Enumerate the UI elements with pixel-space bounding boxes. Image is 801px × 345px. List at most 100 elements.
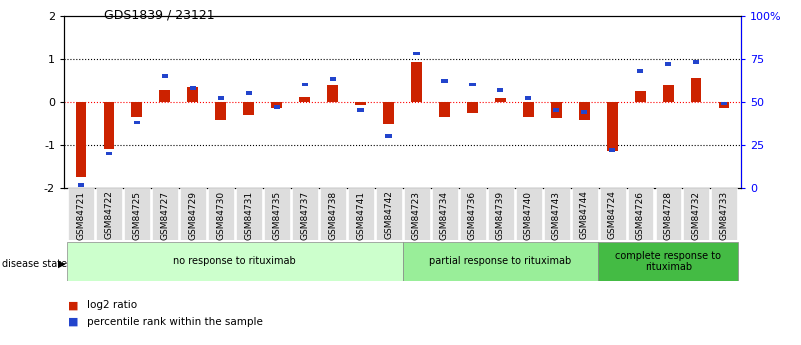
Text: GSM84731: GSM84731	[244, 190, 253, 240]
Bar	[385, 134, 392, 138]
Bar	[721, 101, 727, 106]
Bar	[598, 241, 739, 281]
Bar	[274, 105, 280, 109]
Bar	[218, 96, 223, 100]
Bar	[329, 77, 336, 81]
Text: GSM84737: GSM84737	[300, 190, 309, 240]
Text: GSM84744: GSM84744	[580, 190, 589, 239]
Bar	[693, 60, 699, 64]
Bar	[376, 188, 402, 240]
Bar	[635, 91, 646, 102]
Text: GSM84740: GSM84740	[524, 190, 533, 240]
Bar	[357, 108, 364, 112]
Text: GSM84742: GSM84742	[384, 190, 393, 239]
Text: GSM84734: GSM84734	[440, 190, 449, 240]
Text: GSM84736: GSM84736	[468, 190, 477, 240]
Text: GSM84735: GSM84735	[272, 190, 281, 240]
Bar	[348, 188, 374, 240]
Bar	[301, 82, 308, 87]
Bar	[187, 87, 198, 102]
Bar	[525, 96, 531, 100]
Bar	[215, 102, 226, 120]
Bar	[159, 90, 170, 102]
Text: partial response to rituximab: partial response to rituximab	[429, 256, 572, 266]
Bar	[66, 241, 402, 281]
Bar	[264, 188, 290, 240]
Bar	[180, 188, 206, 240]
Text: complete response to
rituximab: complete response to rituximab	[615, 250, 721, 272]
Bar	[96, 188, 122, 240]
Bar	[718, 102, 730, 108]
Bar	[300, 97, 310, 102]
Bar	[124, 188, 150, 240]
Bar	[106, 151, 112, 156]
Bar	[152, 188, 178, 240]
Bar	[572, 188, 598, 240]
Bar	[610, 148, 615, 152]
Text: GSM84743: GSM84743	[552, 190, 561, 240]
Bar	[411, 62, 422, 102]
Bar	[579, 102, 590, 120]
Text: GSM84741: GSM84741	[356, 190, 365, 240]
Bar	[320, 188, 346, 240]
Bar	[68, 188, 94, 240]
Bar	[78, 183, 84, 187]
Bar	[627, 188, 654, 240]
Bar	[328, 85, 338, 102]
Bar	[495, 98, 505, 102]
Text: GSM84739: GSM84739	[496, 190, 505, 240]
Bar	[655, 188, 682, 240]
Bar	[607, 102, 618, 151]
Bar	[131, 102, 142, 117]
Text: percentile rank within the sample: percentile rank within the sample	[87, 317, 263, 326]
Bar	[497, 88, 504, 92]
Text: GSM84730: GSM84730	[216, 190, 225, 240]
Bar	[690, 78, 702, 102]
Text: GSM84724: GSM84724	[608, 190, 617, 239]
Bar	[75, 102, 87, 177]
Bar	[683, 188, 710, 240]
Bar	[134, 120, 140, 125]
Text: GSM84738: GSM84738	[328, 190, 337, 240]
Text: no response to rituximab: no response to rituximab	[173, 256, 296, 266]
Bar	[544, 188, 570, 240]
Text: GSM84722: GSM84722	[104, 190, 113, 239]
Bar	[439, 102, 450, 117]
Bar	[162, 74, 168, 78]
Bar	[460, 188, 485, 240]
Bar	[190, 86, 195, 90]
Bar	[637, 69, 643, 73]
Bar	[523, 102, 533, 117]
Bar	[467, 102, 477, 112]
Text: GSM84732: GSM84732	[692, 190, 701, 240]
Bar	[292, 188, 318, 240]
Bar	[553, 108, 559, 112]
Bar	[711, 188, 738, 240]
Text: GSM84728: GSM84728	[664, 190, 673, 240]
Text: GSM84723: GSM84723	[412, 190, 421, 240]
Bar	[441, 79, 448, 83]
Bar	[383, 102, 394, 124]
Bar	[582, 110, 587, 114]
Bar	[488, 188, 513, 240]
Text: GSM84726: GSM84726	[636, 190, 645, 240]
Bar	[665, 62, 671, 66]
Text: GSM84721: GSM84721	[76, 190, 86, 240]
Text: ■: ■	[68, 317, 78, 326]
Text: ■: ■	[68, 300, 78, 310]
Text: log2 ratio: log2 ratio	[87, 300, 137, 310]
Text: GSM84727: GSM84727	[160, 190, 169, 240]
Bar	[244, 102, 254, 115]
Bar	[246, 91, 252, 95]
Text: disease state: disease state	[2, 259, 66, 269]
Text: GDS1839 / 23121: GDS1839 / 23121	[104, 9, 215, 22]
Bar	[208, 188, 234, 240]
Bar	[663, 85, 674, 102]
Bar	[516, 188, 541, 240]
Text: GSM84729: GSM84729	[188, 190, 197, 240]
Bar	[272, 102, 282, 108]
Bar	[469, 82, 476, 87]
Text: GSM84733: GSM84733	[719, 190, 729, 240]
Bar	[432, 188, 457, 240]
Bar	[551, 102, 562, 118]
